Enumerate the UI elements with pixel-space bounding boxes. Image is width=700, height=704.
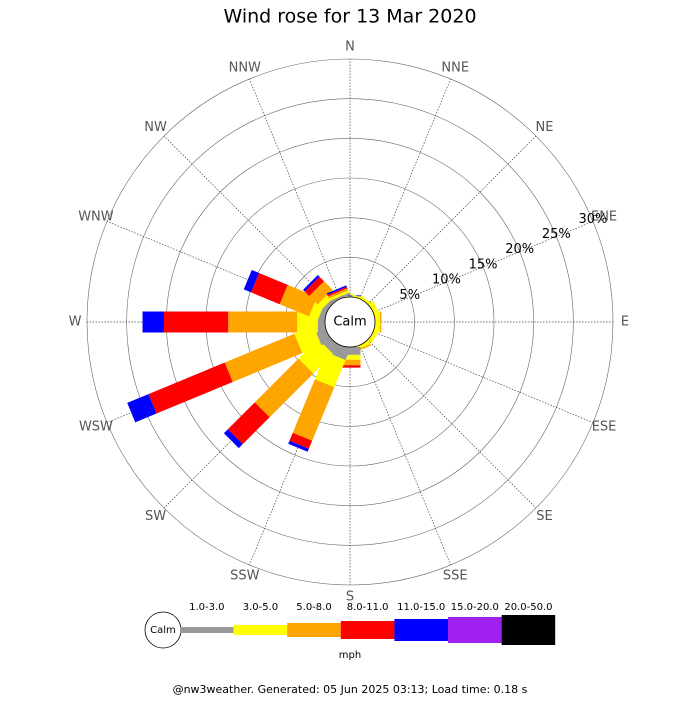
legend-swatch xyxy=(448,617,502,643)
r-tick-label: 5% xyxy=(399,288,420,303)
bar-segment xyxy=(289,432,313,449)
bar-segment xyxy=(224,333,303,382)
legend-swatch xyxy=(501,615,556,645)
footer: @nw3weather. Generated: 05 Jun 2025 03:1… xyxy=(173,683,528,696)
bar-segment xyxy=(223,429,243,449)
calm-label: Calm xyxy=(333,315,366,330)
direction-label: S xyxy=(346,590,354,605)
bar-segment xyxy=(339,365,361,368)
bar-segment xyxy=(327,286,348,297)
legend-unit: mph xyxy=(339,650,361,661)
bar-segment xyxy=(251,272,288,305)
bar-segment xyxy=(303,275,320,292)
bar-segment xyxy=(292,379,335,441)
direction-label: SSE xyxy=(443,569,468,584)
bar-segment xyxy=(279,284,317,317)
direction-label: SSW xyxy=(230,569,260,584)
direction-label: WNW xyxy=(78,209,114,224)
bar-segment xyxy=(328,290,350,301)
bar-segment xyxy=(148,362,233,414)
bar-segment xyxy=(294,325,322,354)
bar-segment xyxy=(288,440,309,452)
legend-label: 20.0-50.0 xyxy=(504,602,552,613)
bar-segment xyxy=(127,394,157,423)
legend-label: 15.0-20.0 xyxy=(451,602,499,613)
legend-label: 8.0-11.0 xyxy=(347,602,389,613)
direction-label: NW xyxy=(144,120,167,135)
chart-title: Wind rose for 13 Mar 2020 xyxy=(223,6,476,28)
legend-label: 11.0-15.0 xyxy=(397,602,445,613)
r-tick-label: 15% xyxy=(469,257,498,272)
spoke xyxy=(359,78,451,300)
spoke xyxy=(367,339,537,509)
r-tick-label: 30% xyxy=(579,212,608,227)
direction-label: E xyxy=(621,315,629,330)
bar-segment xyxy=(327,288,349,299)
r-tick-label: 10% xyxy=(432,273,461,288)
bar-segment xyxy=(379,311,382,333)
bar-segment xyxy=(228,311,298,333)
bar-segment xyxy=(254,358,314,418)
direction-label: NNW xyxy=(229,60,261,75)
direction-label: ENE xyxy=(591,209,617,224)
direction-label: N xyxy=(345,40,355,55)
spoke xyxy=(372,221,594,313)
bar-segment xyxy=(163,311,229,333)
legend-swatch xyxy=(394,619,448,641)
r-tick-label: 25% xyxy=(542,227,571,242)
legend-swatch xyxy=(340,621,395,639)
direction-label: SE xyxy=(536,509,552,524)
bar-segment xyxy=(298,338,334,374)
legend-label: 3.0-5.0 xyxy=(243,602,278,613)
calm-circle xyxy=(324,296,376,348)
spoke xyxy=(249,78,341,300)
direction-label: ESE xyxy=(592,420,617,435)
spoke xyxy=(163,135,333,305)
legend-label: 5.0-8.0 xyxy=(296,602,331,613)
bar-segment xyxy=(227,402,270,445)
bar-segment xyxy=(329,292,351,303)
direction-label: W xyxy=(69,315,82,330)
bar-segment xyxy=(142,311,164,333)
direction-label: NE xyxy=(535,120,553,135)
legend-label: 1.0-3.0 xyxy=(189,602,224,613)
spoke xyxy=(367,135,537,305)
bar-segment xyxy=(326,285,347,295)
legend-swatch xyxy=(287,623,341,637)
spoke xyxy=(372,331,594,423)
direction-label: NNE xyxy=(441,60,469,75)
direction-label: SW xyxy=(145,509,166,524)
legend-swatch xyxy=(180,627,234,633)
legend-swatch xyxy=(233,625,288,635)
bar-segment xyxy=(243,269,260,293)
bar-segment xyxy=(309,281,333,305)
direction-label: WSW xyxy=(79,420,113,435)
r-tick-label: 20% xyxy=(505,242,534,257)
bar-segment xyxy=(304,276,325,297)
legend-calm-label: Calm xyxy=(150,625,176,636)
spoke xyxy=(359,344,451,566)
